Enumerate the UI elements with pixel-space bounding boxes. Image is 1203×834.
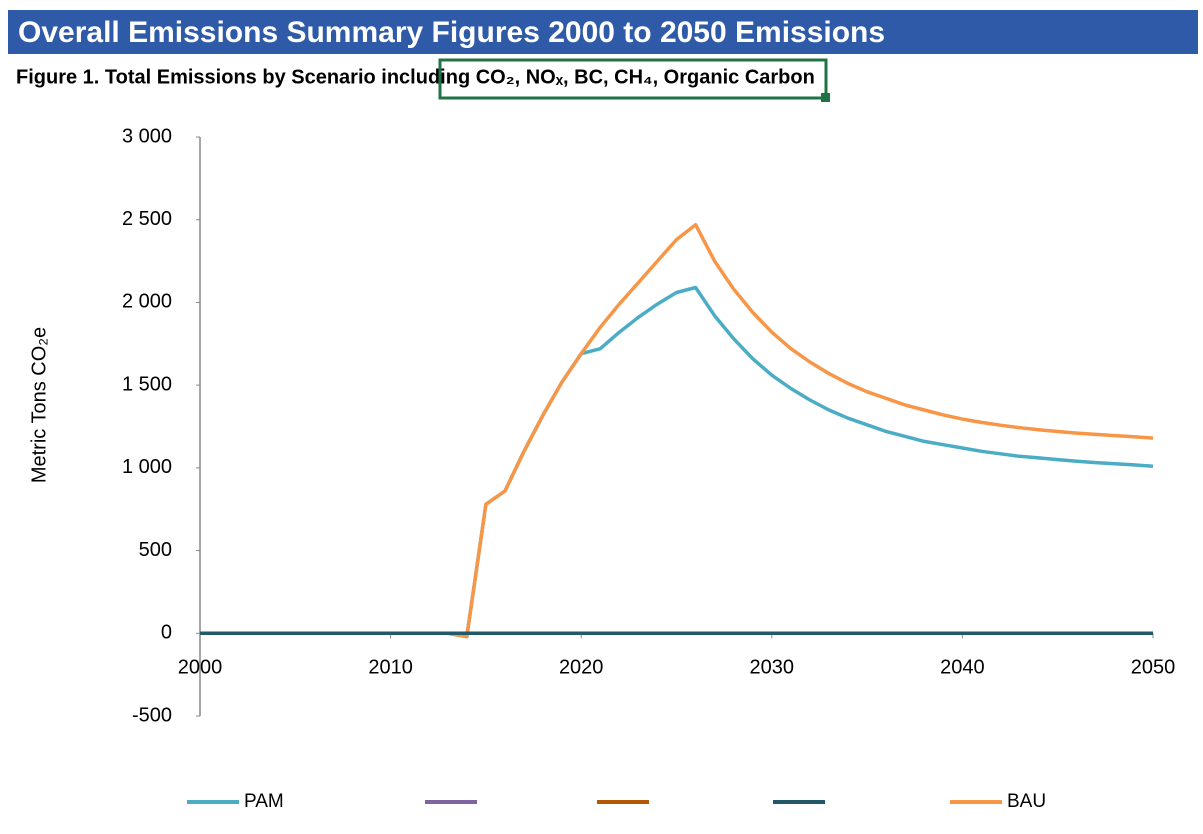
x-tick-label: 2040 [940, 657, 985, 679]
legend-label: BAU [1007, 791, 1046, 812]
header-bar [8, 10, 1198, 54]
x-tick-label: 2010 [368, 657, 413, 679]
x-tick-label: 2000 [178, 657, 223, 679]
x-tick-label: 2050 [1131, 657, 1176, 679]
y-tick-label: -500 [132, 704, 172, 726]
y-tick-label: 2 500 [122, 208, 172, 230]
y-tick-label: 500 [139, 539, 172, 561]
legend-label: PAM [244, 791, 284, 812]
x-tick-label: 2020 [559, 657, 604, 679]
y-tick-label: 3 000 [122, 125, 172, 147]
y-axis-label: Metric Tons CO₂e [28, 327, 50, 483]
y-tick-label: 2 000 [122, 291, 172, 313]
y-tick-label: 1 000 [122, 456, 172, 478]
fill-handle[interactable] [821, 93, 830, 102]
header-title: Overall Emissions Summary Figures 2000 t… [18, 16, 885, 49]
x-tick-label: 2030 [750, 657, 795, 679]
chart-title: Figure 1. Total Emissions by Scenario in… [16, 66, 815, 88]
cell-selection[interactable] [438, 58, 828, 100]
y-tick-label: 0 [161, 622, 172, 644]
y-tick-label: 1 500 [122, 373, 172, 395]
